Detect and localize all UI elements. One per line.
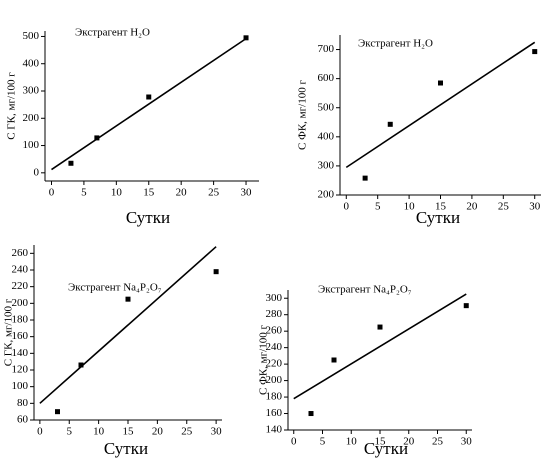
point (387, 121, 393, 127)
y-tick-label: 160 (12, 330, 29, 342)
annotation: Экстрагент Na₄P₂O₇ (68, 282, 162, 294)
y-tick-label: 300 (266, 292, 283, 304)
y-tick-label: 700 (318, 43, 335, 55)
x-axis-label: Сутки (416, 208, 460, 227)
x-tick-label: 10 (346, 436, 358, 448)
y-tick-label: 200 (12, 297, 29, 309)
point (125, 296, 131, 302)
y-tick-label: 120 (12, 364, 29, 376)
fit-line (51, 37, 247, 171)
annotation: Экстрагент Na₄P₂O₇ (318, 284, 412, 296)
y-tick-label: 100 (23, 139, 40, 151)
x-tick-label: 30 (241, 187, 253, 199)
x-tick-label: 20 (466, 201, 478, 213)
y-axis-label: С ГК, мг/100 г (3, 298, 15, 366)
annotation: Экстрагент H₂O (75, 27, 150, 39)
y-tick-label: 240 (12, 264, 29, 276)
x-tick-label: 0 (37, 426, 43, 438)
x-tick-label: 10 (111, 187, 123, 199)
y-tick-label: 260 (12, 247, 29, 259)
y-tick-label: 80 (17, 397, 29, 409)
point (68, 160, 74, 166)
y-tick-label: 140 (12, 347, 29, 359)
point (146, 94, 152, 100)
y-tick-label: 240 (266, 341, 283, 353)
fit-line (345, 41, 536, 169)
x-tick-label: 20 (403, 436, 415, 448)
x-tick-label: 15 (435, 201, 447, 213)
x-tick-label: 15 (375, 436, 387, 448)
y-tick-label: 180 (12, 314, 29, 326)
x-tick-label: 15 (143, 187, 155, 199)
annotation: Экстрагент H₂O (358, 38, 433, 50)
y-tick-label: 400 (318, 130, 335, 142)
x-tick-label: 0 (49, 187, 55, 199)
x-axis-label: Сутки (364, 439, 408, 458)
x-tick-label: 5 (320, 436, 326, 448)
point (308, 411, 314, 417)
x-tick-label: 5 (375, 201, 381, 213)
point (243, 35, 249, 41)
y-tick-label: 220 (266, 358, 283, 370)
point (94, 135, 100, 141)
point (532, 49, 538, 55)
y-tick-label: 160 (266, 407, 283, 419)
y-tick-label: 200 (23, 112, 40, 124)
x-tick-label: 30 (461, 436, 473, 448)
x-tick-label: 20 (176, 187, 188, 199)
y-tick-label: 260 (266, 325, 283, 337)
y-tick-label: 60 (17, 414, 29, 426)
y-tick-label: 220 (12, 280, 29, 292)
y-tick-label: 180 (266, 391, 283, 403)
fit-line (39, 246, 217, 404)
x-axis-label: Сутки (104, 439, 148, 458)
point (438, 80, 443, 86)
y-tick-label: 300 (318, 159, 335, 171)
fit-line (293, 293, 467, 400)
x-tick-label: 30 (529, 201, 541, 213)
y-tick-label: 500 (23, 30, 40, 42)
point (78, 362, 84, 368)
point (463, 303, 469, 309)
x-tick-label: 0 (344, 201, 350, 213)
y-axis-label: С ФК, мг/100 г (258, 325, 270, 395)
x-axis-label: Сутки (126, 208, 170, 227)
x-tick-label: 30 (211, 426, 223, 438)
point (377, 324, 383, 330)
x-tick-label: 0 (291, 436, 297, 448)
y-tick-label: 300 (23, 85, 40, 97)
x-tick-label: 5 (67, 426, 73, 438)
y-axis-label: С ГК, мг/100 г (6, 72, 18, 140)
x-tick-label: 15 (123, 426, 135, 438)
x-tick-label: 5 (81, 187, 87, 199)
y-tick-label: 200 (266, 374, 283, 386)
y-tick-label: 0 (34, 166, 40, 178)
y-tick-label: 140 (266, 424, 283, 436)
point (331, 357, 337, 363)
x-tick-label: 10 (93, 426, 105, 438)
point (213, 269, 219, 275)
x-tick-label: 25 (208, 187, 220, 199)
y-tick-label: 280 (266, 308, 283, 320)
x-tick-label: 25 (498, 201, 510, 213)
x-tick-label: 20 (152, 426, 164, 438)
x-tick-label: 25 (181, 426, 193, 438)
y-tick-label: 100 (12, 380, 29, 392)
point (55, 409, 60, 415)
y-tick-label: 200 (318, 189, 335, 201)
x-tick-label: 10 (404, 201, 416, 213)
y-tick-label: 400 (23, 57, 40, 69)
y-tick-label: 600 (318, 72, 335, 84)
y-axis-label: С ФК, мг/100 г (297, 80, 309, 150)
y-tick-label: 500 (318, 101, 335, 113)
x-tick-label: 25 (432, 436, 444, 448)
point (362, 175, 368, 181)
